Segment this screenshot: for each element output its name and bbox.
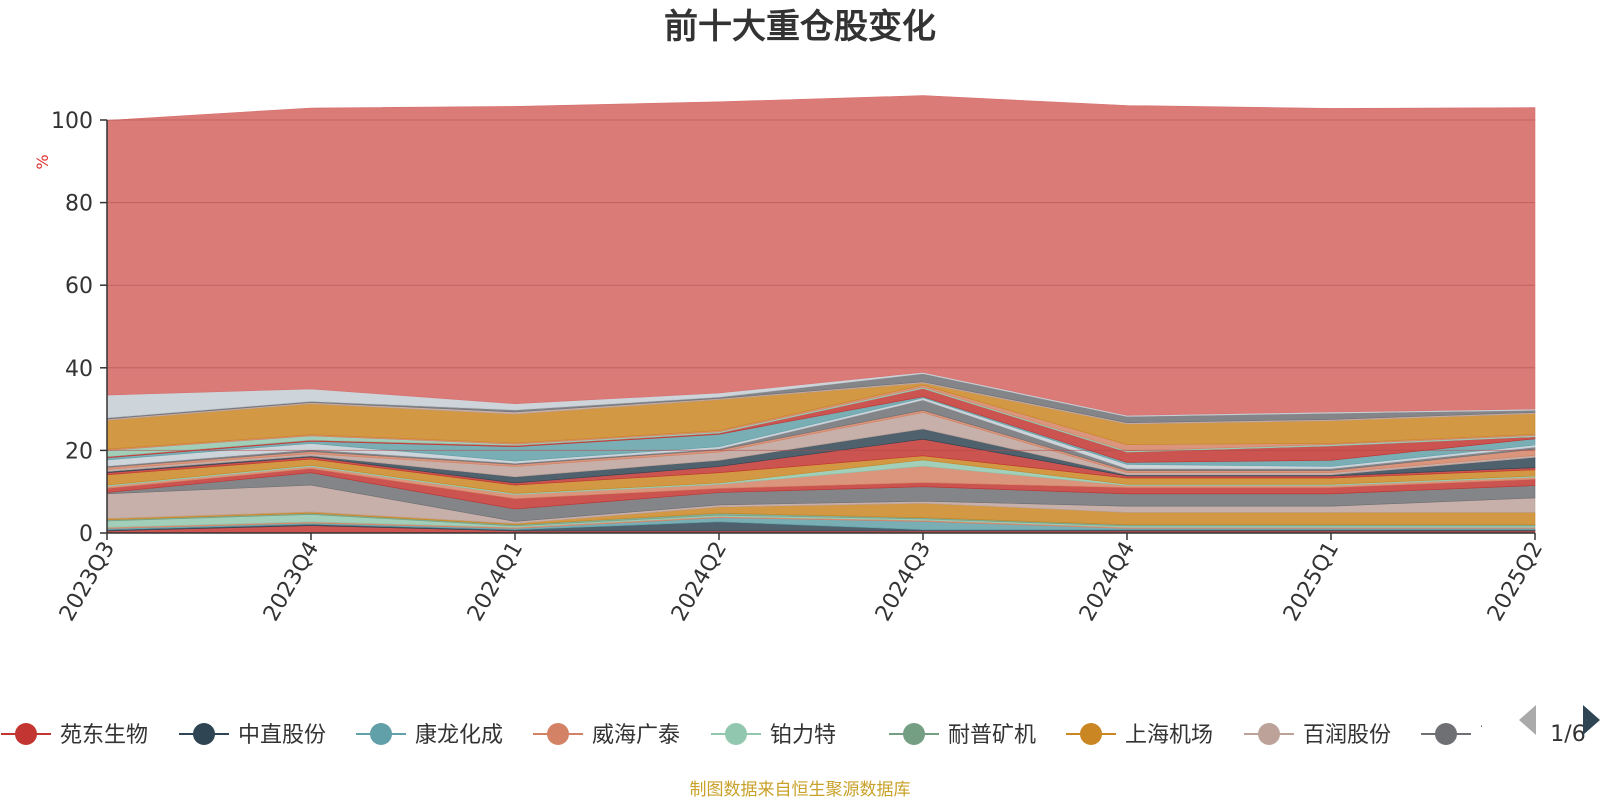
legend-items: 苑东生物 中直股份 康龙化成 威海广泰 铂力特 耐普矿机 上海机场 百润股份 高 [1, 723, 1502, 748]
x-tick-label-2023Q4: 2023Q4 [259, 538, 324, 626]
legend: 苑东生物 中直股份 康龙化成 威海广泰 铂力特 耐普矿机 上海机场 百润股份 高 [1, 723, 1502, 748]
legend-item-苑东生物[interactable]: 苑东生物 [1, 723, 148, 748]
legend-marker-icon [1435, 723, 1457, 745]
y-axis-unit: % [33, 154, 52, 169]
legend-marker-icon [370, 723, 392, 745]
legend-item-中直股份[interactable]: 中直股份 [179, 723, 326, 748]
legend-item-威海广泰[interactable]: 威海广泰 [533, 723, 680, 748]
y-tick-label-60: 60 [65, 274, 93, 299]
legend-marker-icon [1080, 723, 1102, 745]
legend-prev-arrow-icon[interactable] [1519, 705, 1536, 735]
legend-item-百润股份[interactable]: 百润股份 [1244, 723, 1391, 748]
axes [100, 119, 1536, 540]
x-tick-label-2024Q4: 2024Q4 [1075, 538, 1140, 626]
x-tick-label-2023Q3: 2023Q3 [55, 538, 120, 626]
chart-title: 前十大重仓股变化 [664, 7, 936, 47]
y-tick-label-100: 100 [51, 109, 93, 134]
x-tick-label-2024Q1: 2024Q1 [463, 538, 528, 626]
legend-label: 苑东生物 [60, 723, 148, 748]
legend-marker-icon [193, 723, 215, 745]
legend-label: 高 [1480, 723, 1502, 748]
legend-label: 铂力特 [770, 723, 836, 748]
legend-label: 中直股份 [238, 723, 326, 748]
legend-marker-icon [725, 723, 747, 745]
legend-label: 百润股份 [1303, 723, 1391, 748]
legend-item-耐普矿机[interactable]: 耐普矿机 [889, 723, 1036, 748]
legend-item-康龙化成[interactable]: 康龙化成 [356, 723, 503, 748]
legend-label: 上海机场 [1125, 723, 1213, 748]
legend-page-indicator: 1/6 [1550, 722, 1585, 747]
legend-label: 威海广泰 [592, 723, 680, 748]
legend-item-高[interactable]: 高 [1421, 723, 1502, 748]
y-tick-label-80: 80 [65, 192, 93, 217]
x-tick-labels: 2023Q3 2023Q4 2024Q1 2024Q2 2024Q3 2024Q4 2025… [55, 538, 1548, 626]
x-tick-label-2025Q1: 2025Q1 [1279, 538, 1344, 626]
area-layers [106, 95, 1536, 534]
legend-marker-icon [903, 723, 925, 745]
y-tick-labels: 0 20 40 60 80 100 [51, 109, 93, 547]
x-tick-label-2025Q2: 2025Q2 [1483, 538, 1548, 626]
y-tick-label-40: 40 [65, 357, 93, 382]
area-layer-28 [106, 95, 1536, 416]
grid-lines [107, 119, 1535, 451]
legend-marker-icon [547, 723, 569, 745]
legend-next-arrow-icon[interactable] [1583, 705, 1600, 735]
legend-label: 康龙化成 [415, 723, 503, 748]
x-tick-label-2024Q2: 2024Q2 [667, 538, 732, 626]
legend-pager: 1/6 [1519, 705, 1600, 747]
y-tick-label-0: 0 [79, 522, 93, 547]
legend-marker-icon [1258, 723, 1280, 745]
x-tick-label-2024Q3: 2024Q3 [871, 538, 936, 626]
legend-item-上海机场[interactable]: 上海机场 [1066, 723, 1213, 748]
legend-label: 耐普矿机 [948, 723, 1036, 748]
legend-marker-icon [15, 723, 37, 745]
y-tick-label-20: 20 [65, 439, 93, 464]
legend-item-铂力特[interactable]: 铂力特 [711, 723, 836, 748]
data-source-footer: 制图数据来自恒生聚源数据库 [690, 780, 911, 800]
